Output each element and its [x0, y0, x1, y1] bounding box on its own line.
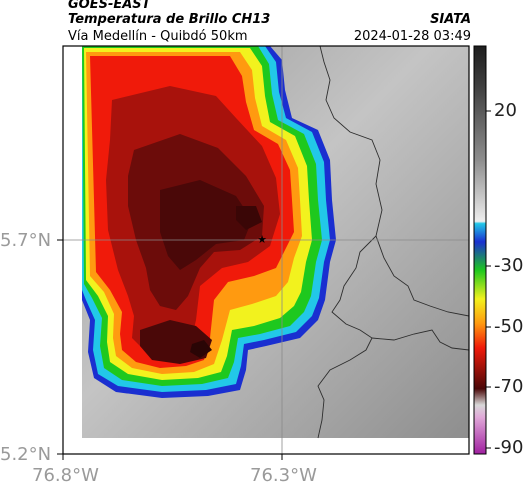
lon-label-76-3: 76.3°W [250, 465, 317, 486]
colorbar-label-minus30: -30 [494, 255, 524, 276]
route-subtitle: Vía Medellín - Quibdó 50km [68, 29, 248, 44]
location-marker: ★ [257, 233, 267, 246]
colorbar [473, 45, 487, 455]
colorbar-ticks [486, 110, 491, 449]
colorbar-label-minus90: -90 [494, 437, 524, 458]
datetime-label: 2024-01-28 03:49 [353, 29, 471, 44]
lat-label-5-2: 5.2°N [0, 444, 52, 465]
lon-label-76-8: 76.8°W [32, 465, 99, 486]
colorbar-label-minus50: -50 [494, 316, 524, 337]
lat-label-5-7: 5.7°N [0, 230, 52, 251]
colorbar-label-20: 20 [494, 100, 517, 121]
colorbar-label-minus70: -70 [494, 376, 524, 397]
satellite-name: GOES-EAST [68, 0, 151, 12]
convective-cloud-system [82, 46, 336, 398]
boundary-lines [317, 46, 469, 439]
agency-name: SIATA [430, 12, 471, 27]
product-title: Temperatura de Brillo CH13 [68, 12, 271, 27]
plot-frame [62, 45, 470, 455]
